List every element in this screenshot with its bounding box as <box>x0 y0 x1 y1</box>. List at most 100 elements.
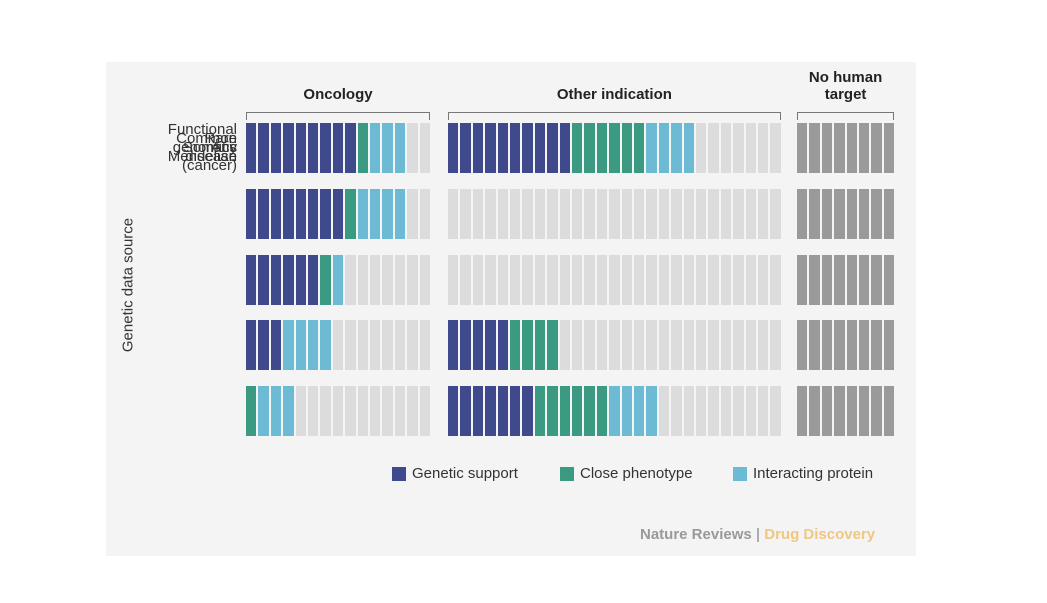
y-axis-label: Genetic data source <box>119 217 137 353</box>
waffle-cell <box>821 123 833 173</box>
waffle-cell <box>332 320 344 371</box>
waffle-cell <box>596 254 608 305</box>
waffle-cell <box>646 254 657 305</box>
waffle-cell <box>485 123 496 173</box>
waffle-cell <box>770 320 781 371</box>
waffle-cell <box>658 123 670 173</box>
waffle-cell <box>871 188 882 239</box>
waffle-cell <box>485 386 496 437</box>
waffle-cell <box>534 254 546 305</box>
waffle-cell <box>547 386 558 437</box>
waffle-cell <box>846 320 857 371</box>
waffle-cell <box>394 320 406 371</box>
waffle-cell <box>382 254 393 305</box>
waffle-cell <box>270 386 282 437</box>
waffle-cell <box>596 188 608 239</box>
waffle-cell <box>572 254 583 305</box>
waffle-cell <box>497 188 508 239</box>
waffle-cell <box>572 386 583 437</box>
waffle-cell <box>621 123 632 173</box>
waffle-cell <box>683 386 694 437</box>
waffle-cell <box>821 254 833 305</box>
waffle-cell <box>634 320 645 371</box>
waffle-cell <box>460 320 471 371</box>
waffle-cell <box>382 188 393 239</box>
row-label: Rare Mendelian <box>167 130 237 165</box>
waffle-cell <box>534 188 546 239</box>
waffle-cell <box>534 320 546 371</box>
waffle-cell <box>834 386 845 437</box>
waffle-cell <box>634 254 645 305</box>
waffle-cell <box>510 386 521 437</box>
waffle-cell <box>559 386 570 437</box>
waffle-cell <box>809 320 820 371</box>
waffle-cell <box>472 188 484 239</box>
waffle-cell <box>295 254 306 305</box>
waffle-cell <box>621 320 632 371</box>
waffle-cell <box>283 254 294 305</box>
waffle-cell <box>708 254 719 305</box>
waffle-cell <box>258 320 269 371</box>
waffle-cell <box>745 320 756 371</box>
waffle-cell <box>460 123 471 173</box>
waffle-cell <box>472 386 484 437</box>
waffle-cell <box>308 123 319 173</box>
waffle-cell <box>419 254 430 305</box>
waffle-cell <box>846 386 857 437</box>
waffle-cell <box>646 188 657 239</box>
waffle-cell <box>407 123 418 173</box>
waffle-cell <box>485 320 496 371</box>
waffle-cell <box>859 254 870 305</box>
waffle-cell <box>646 386 657 437</box>
waffle-cell <box>394 123 406 173</box>
waffle-cell <box>534 386 546 437</box>
waffle-cell <box>634 188 645 239</box>
waffle-cell <box>846 123 857 173</box>
waffle-cell <box>733 386 744 437</box>
waffle-cell <box>696 386 707 437</box>
group-bracket <box>246 112 430 120</box>
waffle-cell <box>834 254 845 305</box>
group-bracket <box>448 112 781 120</box>
waffle-cell <box>821 320 833 371</box>
waffle-cell <box>733 188 744 239</box>
waffle-cell <box>283 123 294 173</box>
waffle-cell <box>809 254 820 305</box>
waffle-cell <box>345 188 356 239</box>
waffle-cell <box>246 386 257 437</box>
waffle-cell <box>485 254 496 305</box>
waffle-cell <box>394 386 406 437</box>
waffle-cell <box>448 254 459 305</box>
legend-label: Interacting protein <box>753 465 874 482</box>
waffle-cell <box>510 320 521 371</box>
waffle-cell <box>460 188 471 239</box>
waffle-cell <box>745 254 756 305</box>
waffle-cell <box>407 386 418 437</box>
row-label: Any <box>211 139 237 156</box>
waffle-cell <box>246 320 257 371</box>
waffle-cell <box>584 188 595 239</box>
waffle-cell <box>270 254 282 305</box>
waffle-cell <box>859 320 870 371</box>
waffle-cell <box>708 320 719 371</box>
waffle-cell <box>522 123 533 173</box>
waffle-cell <box>370 386 381 437</box>
waffle-cell <box>770 254 781 305</box>
waffle-cell <box>572 320 583 371</box>
waffle-cell <box>320 123 331 173</box>
waffle-cell <box>646 123 657 173</box>
waffle-cell <box>683 320 694 371</box>
waffle-cell <box>871 123 882 173</box>
waffle-cell <box>733 254 744 305</box>
waffle-cell <box>510 254 521 305</box>
waffle-cell <box>270 123 282 173</box>
waffle-cell <box>683 123 694 173</box>
waffle-cell <box>797 254 808 305</box>
waffle-cell <box>283 188 294 239</box>
waffle-cell <box>696 188 707 239</box>
row-label: Common disease <box>176 130 237 165</box>
waffle-cell <box>596 320 608 371</box>
waffle-cell <box>559 320 570 371</box>
waffle-cell <box>419 188 430 239</box>
waffle-cell <box>797 188 808 239</box>
